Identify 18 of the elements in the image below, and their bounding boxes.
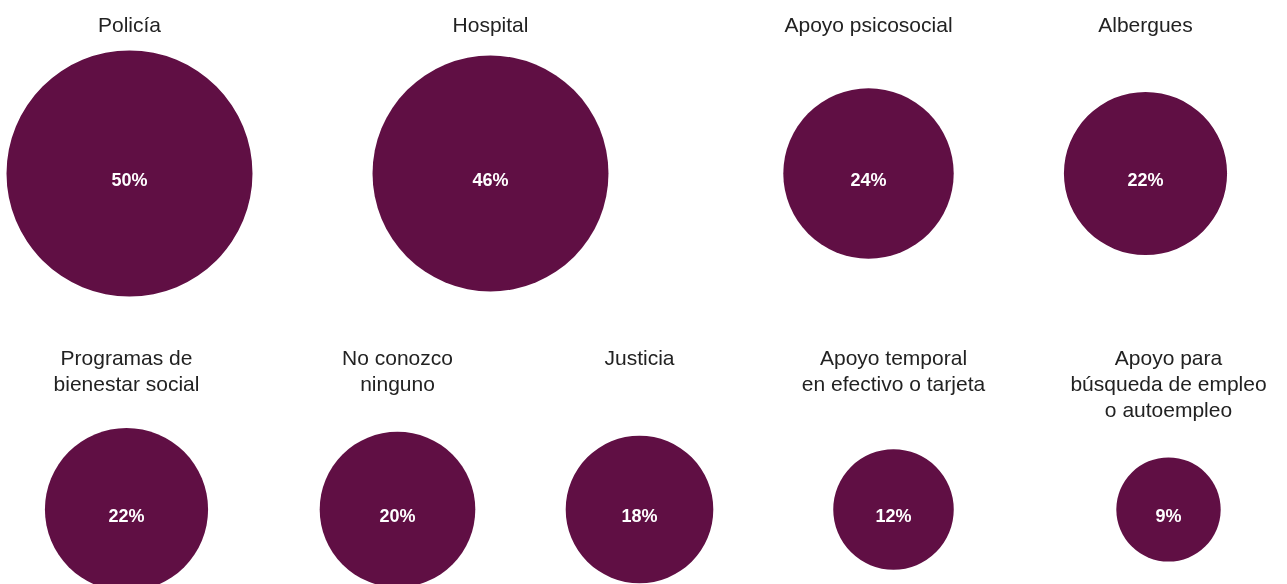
- category-label: Programas de bienestar social: [53, 346, 200, 395]
- category-label: Justicia: [604, 346, 675, 369]
- data-label: 9%: [1155, 505, 1182, 526]
- category-label: Apoyo psicosocial: [784, 13, 953, 36]
- data-label: 22%: [108, 505, 145, 526]
- category-label: No conozco ninguno: [342, 346, 453, 395]
- data-label: 18%: [621, 505, 658, 526]
- category-label: Hospital: [452, 13, 529, 36]
- category-label: Apoyo para búsqueda de empleo o autoempleo: [1070, 346, 1267, 421]
- data-label: 46%: [472, 169, 509, 190]
- data-label: 20%: [379, 505, 416, 526]
- category-label: Albergues: [1098, 13, 1193, 36]
- category-label: Apoyo temporal en efectivo o tarjeta: [801, 346, 986, 395]
- data-label: 22%: [1127, 169, 1164, 190]
- category-label: Policía: [97, 13, 162, 36]
- data-label: 50%: [111, 169, 148, 190]
- data-label: 12%: [875, 505, 912, 526]
- data-label: 24%: [850, 169, 887, 190]
